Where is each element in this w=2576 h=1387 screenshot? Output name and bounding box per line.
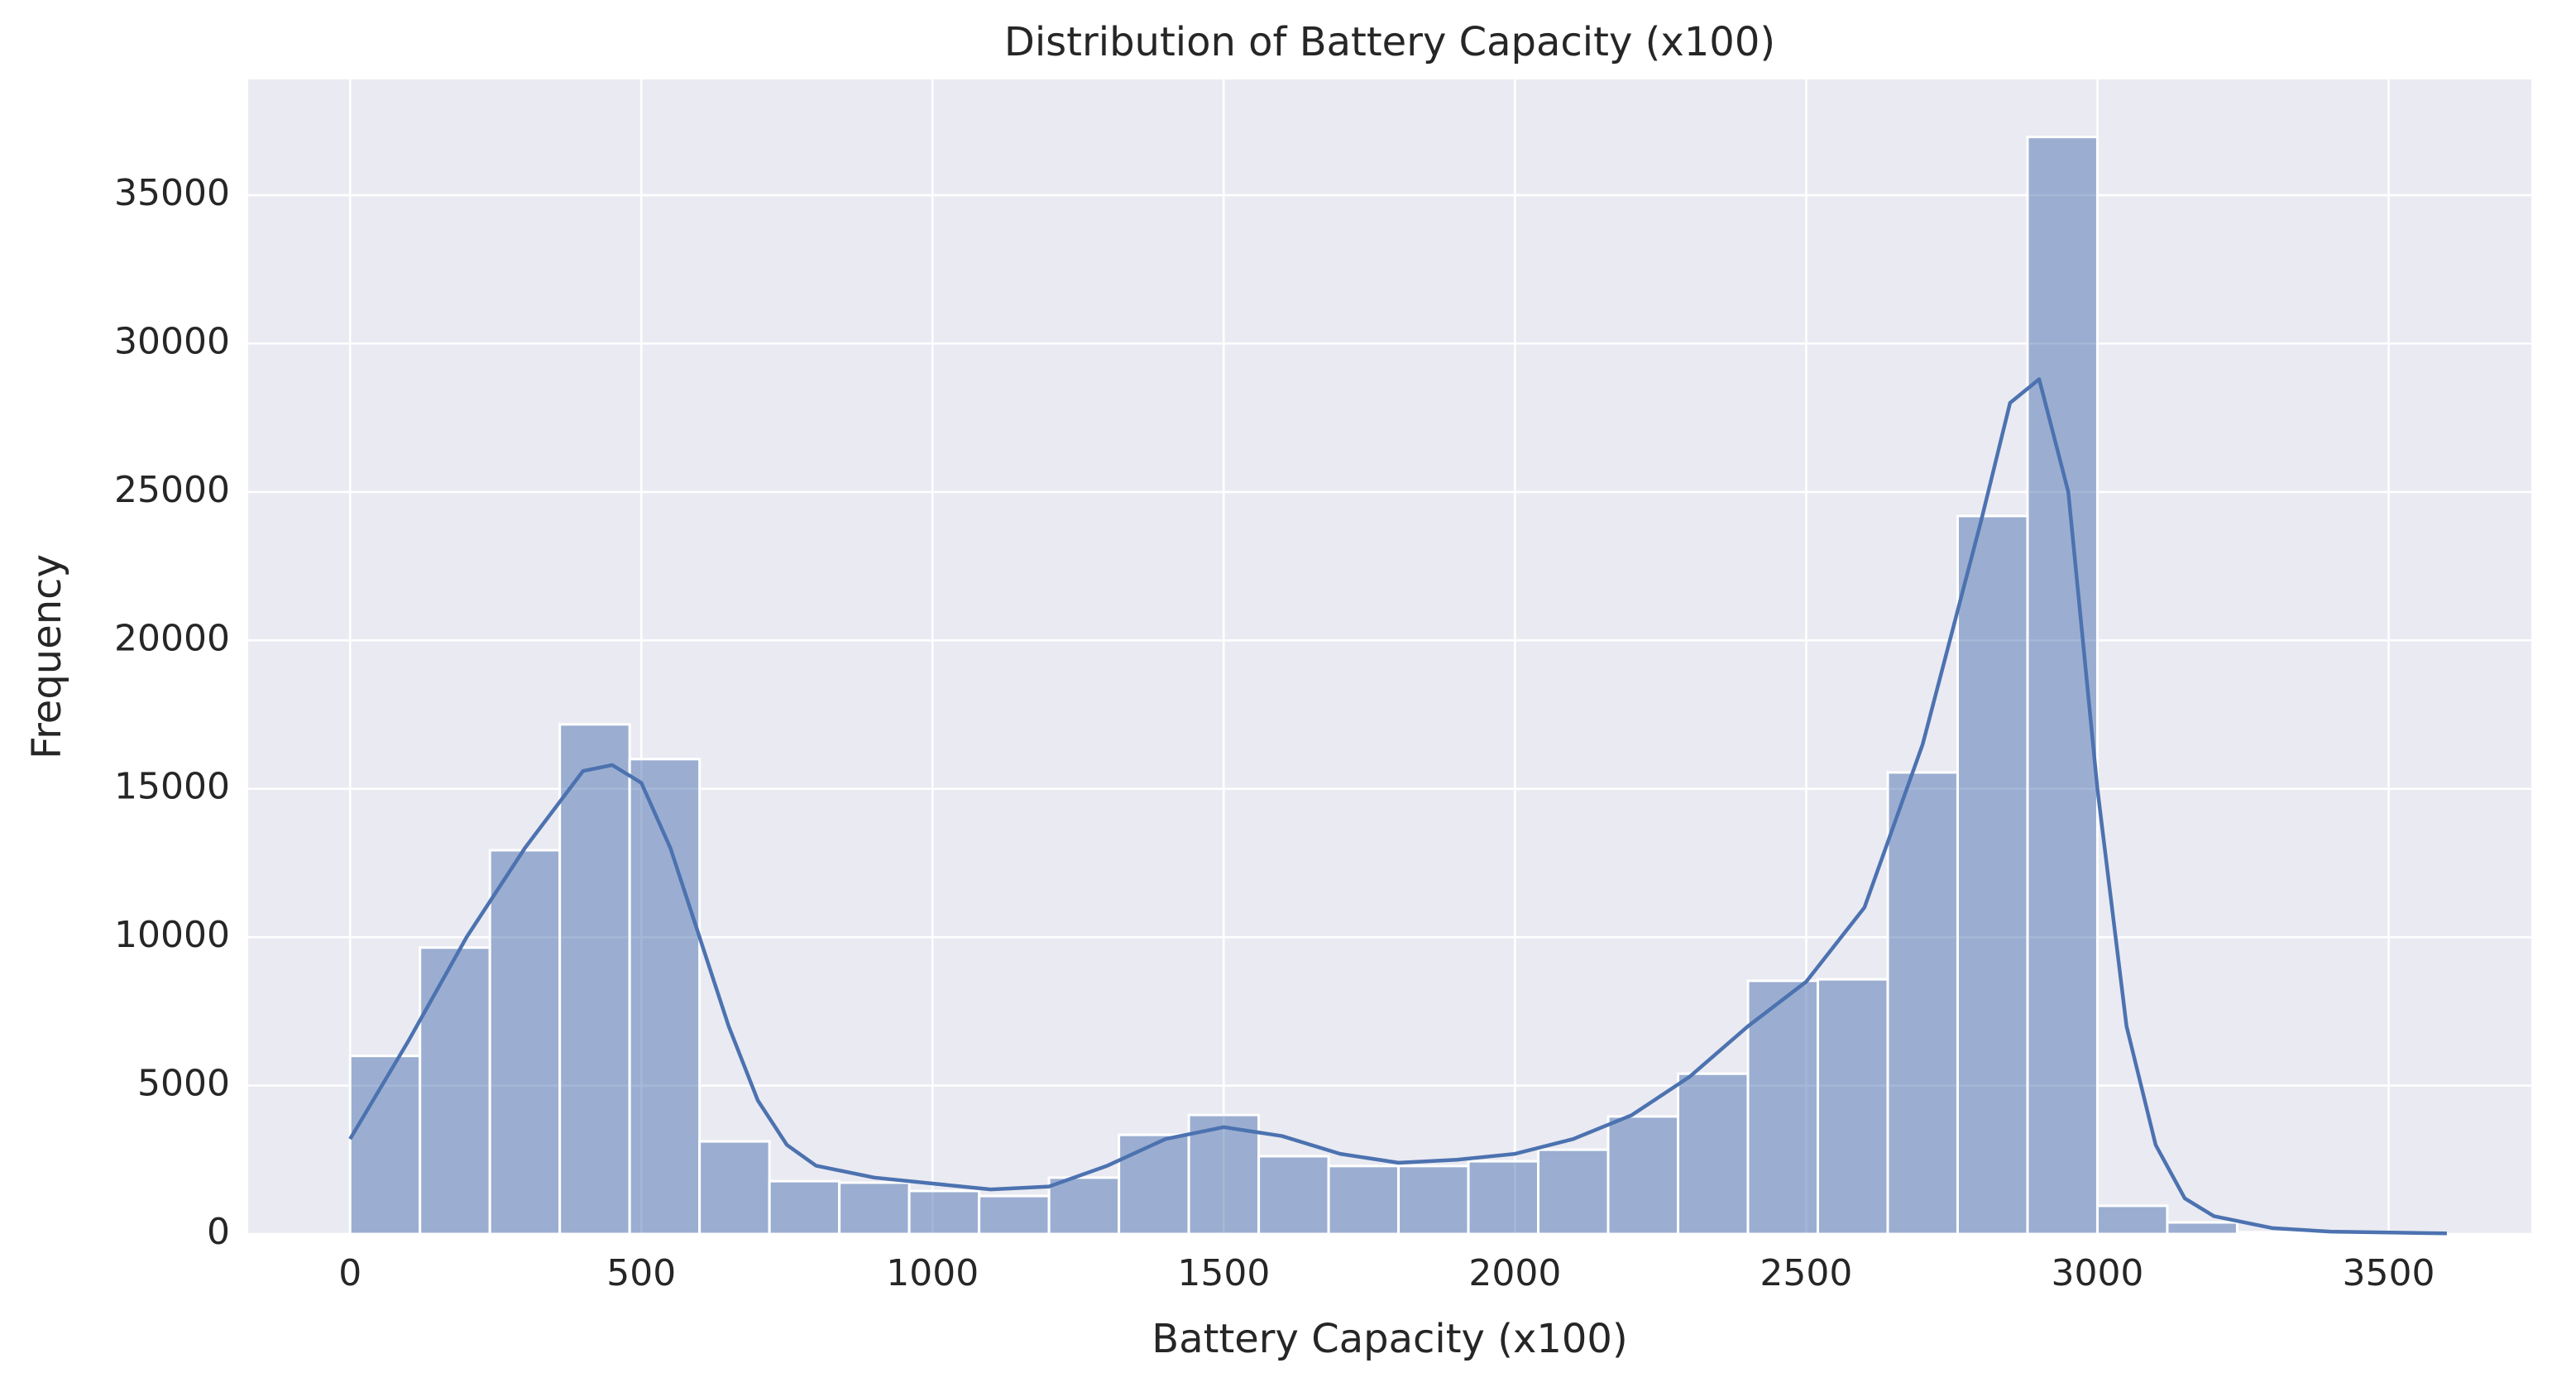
y-tick-label: 10000 bbox=[114, 914, 230, 956]
x-tick-label: 3000 bbox=[2051, 1252, 2143, 1294]
bar bbox=[348, 1055, 422, 1236]
bar bbox=[1817, 978, 1889, 1236]
bar bbox=[1537, 1148, 1610, 1236]
bar bbox=[2095, 1204, 2169, 1236]
x-tick-label: 2500 bbox=[1760, 1252, 1852, 1294]
y-axis-label: Frequency bbox=[24, 554, 70, 759]
y-tick-label: 35000 bbox=[114, 172, 230, 214]
bar bbox=[1886, 771, 1959, 1236]
bar bbox=[2235, 1231, 2309, 1236]
y-tick-label: 5000 bbox=[137, 1063, 230, 1105]
x-tick-label: 1500 bbox=[1177, 1252, 1270, 1294]
bar bbox=[1956, 514, 2029, 1236]
bar bbox=[1467, 1160, 1540, 1236]
bar bbox=[558, 723, 631, 1236]
bar bbox=[488, 849, 562, 1236]
bar bbox=[1047, 1176, 1121, 1236]
bar bbox=[1257, 1155, 1330, 1236]
bar bbox=[768, 1179, 841, 1236]
bar bbox=[1187, 1113, 1261, 1236]
x-tick-label: 500 bbox=[606, 1252, 676, 1294]
y-tick-label: 0 bbox=[207, 1211, 230, 1253]
bar bbox=[1327, 1165, 1401, 1236]
x-axis-label: Battery Capacity (x100) bbox=[1152, 1316, 1627, 1362]
bar bbox=[628, 758, 701, 1236]
bar bbox=[419, 946, 491, 1236]
y-tick-label: 15000 bbox=[114, 766, 230, 808]
x-tick-label: 1000 bbox=[886, 1252, 979, 1294]
bar bbox=[1397, 1165, 1470, 1236]
bar bbox=[978, 1194, 1051, 1236]
chart-title: Distribution of Battery Capacity (x100) bbox=[1004, 19, 1775, 65]
x-tick-label: 2000 bbox=[1468, 1252, 1561, 1294]
y-tick-label: 25000 bbox=[114, 469, 230, 511]
kde-line bbox=[348, 377, 2447, 1236]
y-tick-label: 20000 bbox=[114, 617, 230, 659]
y-tick-label: 30000 bbox=[114, 320, 230, 362]
bar bbox=[1677, 1072, 1750, 1236]
bar bbox=[2166, 1221, 2238, 1236]
bar bbox=[1746, 979, 1820, 1236]
bar bbox=[1118, 1133, 1190, 1236]
bar bbox=[907, 1189, 981, 1236]
bar bbox=[1606, 1115, 1680, 1236]
x-tick-label: 3500 bbox=[2343, 1252, 2435, 1294]
x-tick-label: 0 bbox=[338, 1252, 362, 1294]
bar bbox=[698, 1140, 771, 1236]
bar bbox=[838, 1181, 911, 1236]
